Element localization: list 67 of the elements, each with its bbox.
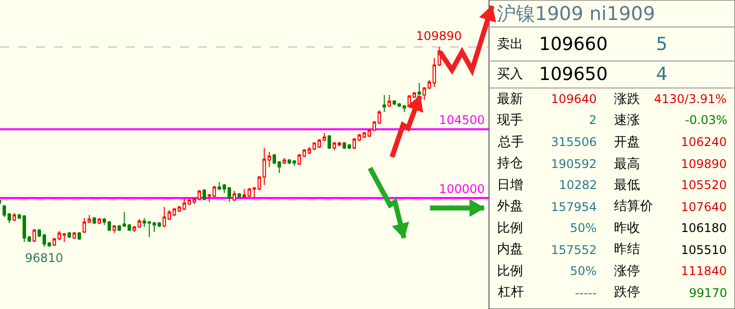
candlestick	[232, 190, 236, 202]
text: -----	[575, 286, 597, 300]
text: 昨结	[614, 242, 640, 257]
text: 持仓	[497, 156, 523, 171]
text: 109650	[539, 64, 608, 85]
text: 涨停	[614, 264, 640, 279]
text: 105520	[681, 178, 727, 192]
text: 开盘	[614, 135, 640, 150]
text: 10282	[559, 178, 598, 192]
text: 157954	[551, 200, 597, 214]
candlestick	[32, 228, 36, 242]
candlestick	[92, 216, 96, 224]
text: 沪镍1909 ni1909	[497, 3, 656, 25]
candlestick	[202, 188, 206, 200]
text: 比例	[497, 264, 523, 279]
text: 107640	[681, 200, 727, 214]
text: 4	[656, 64, 668, 85]
text: 最低	[614, 178, 640, 193]
ref-line-label: 100000	[439, 182, 485, 196]
text: 109890	[681, 157, 727, 171]
text: 总手	[497, 135, 524, 150]
candlestick	[382, 94, 386, 113]
candlestick	[72, 232, 76, 240]
text: 卖出	[497, 37, 523, 52]
text: 买入	[497, 67, 523, 82]
text: 内盘	[497, 242, 523, 257]
text: -0.03%	[685, 113, 728, 127]
candlestick	[388, 94, 392, 108]
candlestick	[12, 212, 16, 222]
candlestick	[418, 82, 422, 96]
text: 105510	[681, 243, 727, 257]
text: 现手	[497, 113, 523, 128]
candlestick	[282, 158, 286, 164]
text: 5	[656, 34, 668, 55]
text: 结算价	[614, 199, 653, 214]
annotation: 96810	[25, 251, 64, 265]
text: 106240	[681, 135, 727, 149]
text: 190592	[551, 157, 597, 171]
annotation: 109890	[416, 29, 462, 43]
text: 109660	[539, 34, 608, 55]
text: 最新	[497, 92, 523, 107]
text: 4130/3.91%	[654, 92, 727, 106]
text: 50%	[570, 221, 597, 235]
candlestick	[68, 232, 72, 239]
text: 速涨	[614, 113, 640, 128]
text: 99170	[689, 286, 728, 300]
text: 日增	[497, 178, 523, 193]
text: 50%	[570, 264, 597, 278]
text: 昨收	[614, 221, 640, 236]
text: 最高	[614, 156, 640, 172]
text: 157552	[551, 243, 597, 257]
candlestick	[112, 224, 116, 234]
candlestick	[98, 218, 102, 224]
text: 跌停	[614, 285, 640, 300]
text: 涨跌	[614, 92, 640, 107]
text: 315506	[551, 135, 597, 149]
text: 杠杆	[497, 285, 524, 300]
candlestick	[238, 192, 242, 199]
text: 106180	[681, 221, 727, 235]
text: 109640	[551, 92, 597, 106]
text: 比例	[497, 221, 523, 236]
text: 111840	[681, 264, 727, 278]
text: 外盘	[497, 199, 523, 214]
candlestick	[328, 134, 332, 150]
ref-line-label: 104500	[439, 113, 485, 127]
text: 2	[589, 113, 597, 127]
candlestick	[78, 232, 82, 240]
